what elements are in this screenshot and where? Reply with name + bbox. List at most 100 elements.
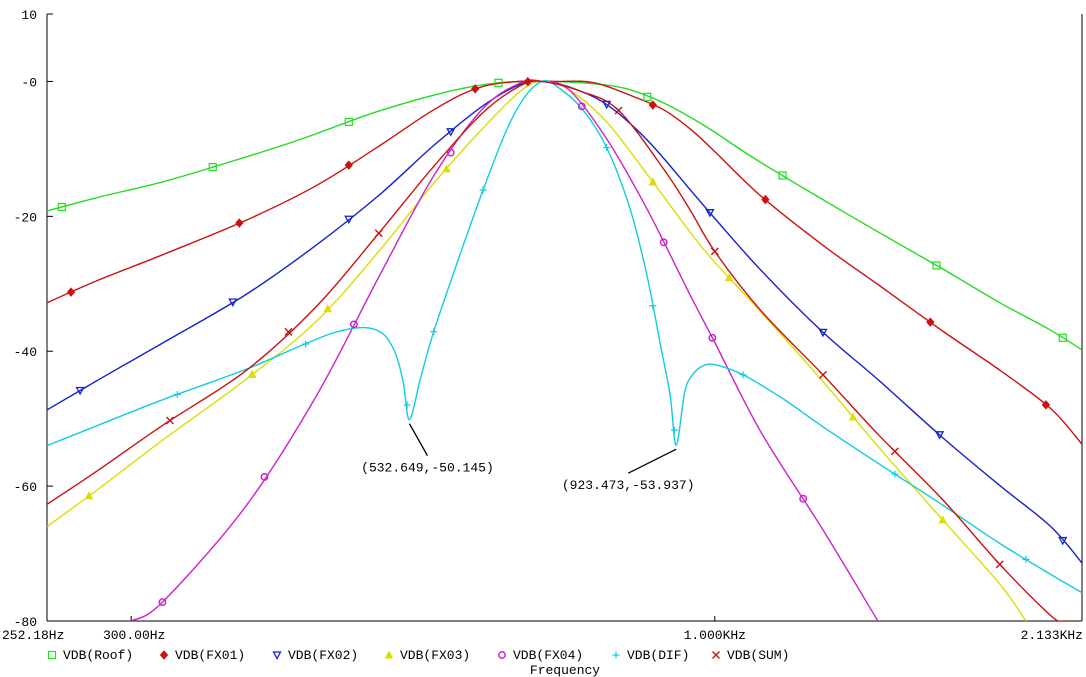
- data-point-vdb-fx03: [323, 304, 333, 313]
- y-tick-label: 10: [21, 8, 37, 23]
- data-point-vdb-sum: [710, 247, 719, 256]
- data-point-vdb-roof: [932, 261, 941, 270]
- legend-entry: VDB(FX01): [175, 648, 245, 663]
- data-point-vdb-roof: [643, 92, 652, 101]
- y-tick-label: -80: [14, 615, 37, 630]
- x-axis-label: Frequency: [530, 663, 600, 677]
- data-point-vdb-roof: [208, 162, 217, 172]
- data-point-vdb-fx01: [648, 100, 657, 110]
- data-point-vdb-fx03: [442, 164, 451, 173]
- data-point-vdb-fx04: [659, 238, 668, 247]
- data-point-vdb-fx04: [446, 148, 455, 157]
- legend-marker: [712, 651, 720, 659]
- data-point-vdb-fx02: [446, 128, 456, 137]
- y-tick-label: -40: [14, 345, 37, 360]
- data-point-vdb-fx03: [724, 273, 734, 282]
- legend-entry: VDB(DIF): [627, 648, 689, 663]
- y-tick-label: -0: [21, 75, 37, 90]
- data-point-vdb-fx02: [934, 431, 945, 440]
- data-point-vdb-sum: [818, 370, 827, 379]
- data-point-vdb-fx04: [577, 102, 586, 111]
- data-point-vdb-fx04: [349, 320, 358, 329]
- legend-entry: VDB(FX03): [400, 648, 470, 663]
- data-point-vdb-sum: [374, 229, 383, 238]
- y-tick-label: -20: [14, 210, 37, 225]
- data-point-vdb-roof: [1058, 333, 1067, 342]
- series-markers: [57, 76, 1068, 607]
- data-point-vdb-fx01: [1041, 400, 1051, 410]
- data-point-vdb-fx02: [1058, 536, 1068, 546]
- annotation-label: (532.649,-50.145): [361, 461, 494, 476]
- data-point-vdb-fx02: [75, 386, 85, 396]
- legend-entry: VDB(FX04): [513, 648, 583, 663]
- data-point-vdb-dif: [302, 340, 310, 348]
- data-point-vdb-fx04: [799, 494, 808, 503]
- series-line-vdb-sum: [47, 80, 1064, 621]
- y-tick-label: -60: [14, 480, 37, 495]
- data-point-vdb-fx01: [66, 287, 76, 297]
- data-point-vdb-sum: [284, 327, 293, 336]
- data-point-vdb-roof: [494, 78, 503, 87]
- annotation-leader: [627, 448, 677, 474]
- annotation-label: (923.473,-53.937): [562, 478, 695, 493]
- data-point-vdb-dif: [173, 390, 181, 398]
- series-line-vdb-dif: [47, 79, 1082, 594]
- annotations: (532.649,-50.145) (923.473,-53.937): [361, 423, 695, 493]
- data-point-vdb-fx01: [235, 218, 244, 228]
- legend-marker: [612, 651, 620, 659]
- legend-entry: VDB(Roof): [63, 648, 133, 663]
- legend-marker: [384, 650, 394, 659]
- series-line-vdb-fx04: [130, 79, 879, 621]
- legend-marker: [159, 650, 169, 660]
- data-point-vdb-fx01: [344, 160, 353, 170]
- data-point-vdb-sum: [995, 560, 1004, 569]
- data-point-vdb-fx02: [344, 215, 354, 225]
- data-point-vdb-dif: [670, 426, 678, 434]
- data-point-vdb-fx02: [228, 298, 238, 307]
- series-lines: [47, 79, 1082, 621]
- data-point-vdb-dif: [739, 371, 747, 379]
- data-point-vdb-dif: [403, 401, 411, 409]
- data-point-vdb-fx03: [648, 177, 658, 186]
- data-point-vdb-fx01: [471, 84, 480, 94]
- legend-entry: VDB(FX02): [288, 648, 358, 663]
- data-point-vdb-roof: [344, 117, 353, 126]
- data-point-vdb-dif: [1022, 555, 1030, 563]
- data-point-vdb-sum: [165, 416, 174, 425]
- data-point-vdb-fx03: [848, 412, 858, 421]
- data-point-vdb-fx02: [705, 209, 715, 218]
- legend-marker: [47, 650, 57, 660]
- data-point-vdb-dif: [891, 470, 899, 478]
- data-point-vdb-fx04: [158, 598, 167, 607]
- legend-marker: [272, 651, 282, 660]
- series-line-vdb-fx02: [47, 80, 1082, 564]
- data-point-vdb-fx01: [761, 194, 770, 205]
- data-point-vdb-roof: [778, 171, 787, 180]
- legend-entry: VDB(SUM): [727, 648, 789, 663]
- data-point-vdb-fx02: [602, 100, 612, 110]
- data-point-vdb-fx02: [818, 328, 828, 338]
- x-tick-label: 1.000KHz: [684, 628, 746, 643]
- x-tick-label: 300.00Hz: [103, 628, 165, 643]
- data-point-vdb-dif: [603, 144, 611, 152]
- data-point-vdb-fx04: [708, 333, 717, 342]
- data-point-vdb-fx03: [247, 369, 257, 378]
- data-point-vdb-fx01: [523, 76, 533, 87]
- data-point-vdb-fx03: [938, 515, 947, 524]
- data-point-vdb-dif: [479, 186, 487, 194]
- series-line-vdb-fx03: [47, 80, 1027, 621]
- annotation-leader: [408, 423, 429, 456]
- data-point-vdb-sum: [614, 106, 623, 115]
- data-point-vdb-fx03: [84, 491, 94, 500]
- legend: VDB(Roof) VDB(FX01) VDB(FX02) VDB(FX03) VDB(…: [47, 648, 789, 663]
- x-tick-label: 252.18Hz: [2, 628, 64, 643]
- legend-marker: [498, 651, 506, 659]
- x-tick-label: 2.133KHz: [1021, 628, 1083, 643]
- series-line-vdb-fx01: [47, 80, 1082, 445]
- data-point-vdb-sum: [890, 447, 899, 456]
- data-point-vdb-fx01: [926, 317, 935, 327]
- data-point-vdb-dif: [430, 328, 438, 336]
- data-point-vdb-dif: [649, 302, 657, 310]
